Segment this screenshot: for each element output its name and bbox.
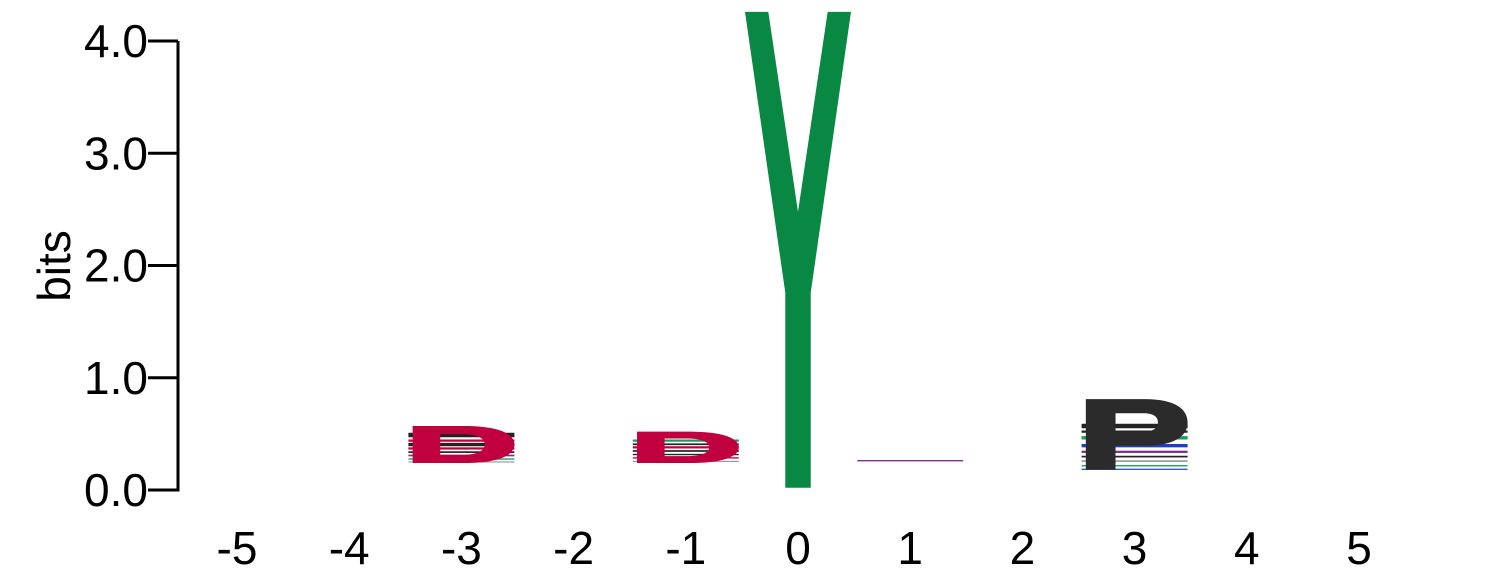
letter-glyph [1085, 399, 1188, 470]
x-tick-label: 1 [897, 522, 923, 574]
minor-residue-band [632, 453, 739, 456]
minor-residue-band [1081, 468, 1188, 470]
y-tick-label: 2.0 [84, 240, 148, 292]
x-tick-label: 3 [1122, 522, 1148, 574]
y-axis-label: bits [28, 230, 80, 302]
logo-letter-p [1085, 399, 1188, 470]
minor-residue-band [632, 446, 739, 449]
minor-residue-band [408, 442, 515, 447]
minor-residue-band [632, 450, 739, 452]
minor-residue-band [632, 443, 739, 446]
x-tick-label: -5 [217, 522, 258, 574]
minor-residue-band [1081, 460, 1188, 462]
x-tick-label: -2 [553, 522, 594, 574]
minor-residue-band [408, 432, 515, 438]
y-ticks: 0.0 1.0 2.0 3.0 4.0 [84, 15, 178, 516]
letter-glyph [412, 426, 515, 464]
x-tick-label: 5 [1346, 522, 1372, 574]
x-tick-label: -1 [665, 522, 706, 574]
minor-residue-band [1081, 450, 1188, 453]
minor-residue-band [408, 451, 515, 453]
y-tick-label: 4.0 [84, 15, 148, 67]
x-tick-label: 0 [785, 522, 811, 574]
minor-residue-band [408, 439, 515, 442]
minor-residue-band [408, 447, 515, 450]
minor-residue-band [1081, 423, 1188, 429]
letter-glyph [745, 11, 851, 488]
y-tick-label: 0.0 [84, 464, 148, 516]
y-tick-label: 3.0 [84, 127, 148, 179]
logo-letter-d [412, 426, 515, 464]
x-tick-label: 4 [1234, 522, 1260, 574]
letter-glyph [637, 431, 739, 464]
x-tick-label: -3 [441, 522, 482, 574]
x-ticks: -5 -4 -3 -2 -1 0 1 2 3 4 5 [217, 522, 1372, 574]
minor-residue-band [857, 460, 964, 462]
x-tick-label: -4 [329, 522, 370, 574]
x-tick-label: 2 [1010, 522, 1036, 574]
letters-layer [408, 11, 1188, 488]
minor-residue-band [1081, 455, 1188, 458]
minor-residue-band [632, 439, 739, 442]
logo-letter-y [745, 11, 851, 488]
y-tick-label: 1.0 [84, 352, 148, 404]
logo-letter-d [637, 431, 739, 464]
minor-residue-band [1081, 465, 1188, 467]
